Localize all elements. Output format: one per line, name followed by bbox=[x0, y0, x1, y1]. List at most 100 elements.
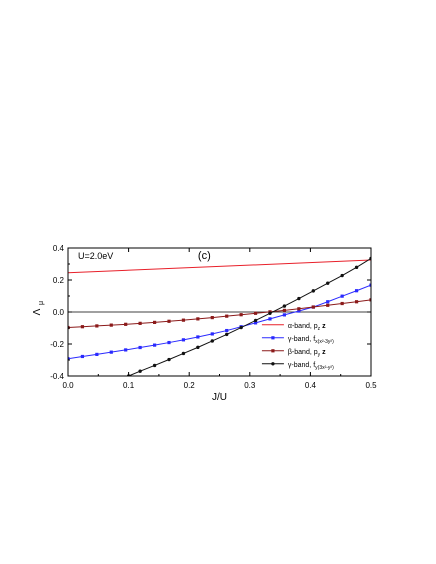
x-tick-label: 0.0 bbox=[62, 381, 74, 390]
legend-label: β-band, py z bbox=[288, 349, 326, 358]
y-tick-label: 0.2 bbox=[53, 276, 65, 285]
data-point bbox=[152, 363, 157, 368]
legend-swatch-marker bbox=[271, 349, 275, 353]
data-point bbox=[167, 319, 171, 323]
series-2 bbox=[68, 283, 371, 361]
legend-swatch-marker bbox=[271, 336, 275, 340]
legend-label: γ-band, fy(3x²-y²) bbox=[288, 362, 334, 371]
data-point bbox=[268, 311, 272, 315]
y-axis-label-subscript: μ bbox=[38, 301, 45, 305]
legend-label-text: α-band, p bbox=[288, 323, 318, 330]
data-point bbox=[225, 314, 229, 318]
legend-entry: β-band, py z bbox=[261, 349, 326, 358]
data-point bbox=[196, 335, 200, 339]
data-point bbox=[95, 324, 99, 328]
series-line bbox=[68, 299, 371, 329]
data-point bbox=[354, 289, 359, 293]
data-point bbox=[282, 313, 287, 317]
series-line bbox=[68, 284, 371, 360]
x-tick-label: 0.4 bbox=[305, 381, 317, 390]
data-point bbox=[268, 317, 272, 321]
data-point bbox=[297, 309, 301, 313]
data-point bbox=[138, 369, 142, 373]
series-4 bbox=[126, 256, 371, 376]
data-point bbox=[167, 340, 171, 345]
data-point bbox=[354, 300, 359, 304]
series-1 bbox=[68, 259, 371, 274]
data-point bbox=[181, 351, 186, 356]
data-point bbox=[225, 332, 229, 337]
data-point bbox=[225, 328, 229, 333]
x-tick-label: 0.2 bbox=[184, 381, 196, 390]
data-point bbox=[181, 318, 186, 322]
data-point bbox=[311, 305, 315, 309]
data-point bbox=[95, 352, 99, 356]
data-point bbox=[253, 311, 258, 315]
x-tick-label: 0.1 bbox=[123, 381, 135, 390]
data-point bbox=[297, 307, 301, 311]
y-tick-label: 0.0 bbox=[53, 308, 65, 317]
data-point bbox=[253, 318, 258, 323]
data-point bbox=[80, 354, 85, 359]
x-tick-label: 0.5 bbox=[365, 381, 377, 390]
legend-entry: γ-band, fy(3x²-y²) bbox=[261, 362, 334, 371]
data-point bbox=[196, 317, 200, 321]
legend-entry: γ-band, fx(x²-3y²) bbox=[261, 336, 334, 345]
legend-label-subscript: x(x²-3y²) bbox=[315, 339, 334, 345]
data-point bbox=[152, 343, 157, 347]
legend-label-subscript: y bbox=[318, 352, 321, 358]
data-point bbox=[210, 339, 214, 343]
data-point bbox=[282, 308, 287, 312]
legend-label-suffix: z bbox=[320, 323, 326, 330]
data-point bbox=[80, 325, 85, 329]
data-point bbox=[124, 322, 128, 326]
data-point bbox=[340, 301, 344, 306]
data-point bbox=[124, 348, 128, 352]
data-point bbox=[109, 350, 113, 354]
series-line bbox=[68, 259, 371, 274]
data-point bbox=[282, 304, 287, 308]
legend-label-subscript: y(3x²-y²) bbox=[315, 365, 334, 371]
x-tick-label: 0.3 bbox=[244, 381, 256, 390]
data-point bbox=[138, 345, 142, 350]
legend-entry: α-band, pz z bbox=[261, 323, 326, 332]
legend-label-text: γ-band, f bbox=[288, 336, 315, 343]
data-point bbox=[340, 273, 344, 278]
data-point bbox=[354, 265, 359, 270]
legend-label: α-band, pz z bbox=[288, 323, 326, 332]
data-point bbox=[369, 283, 371, 287]
series-line bbox=[128, 257, 371, 376]
panel-label: (c) bbox=[198, 250, 211, 262]
data-point bbox=[109, 323, 113, 327]
y-tick-label: -0.4 bbox=[50, 372, 64, 381]
data-point bbox=[181, 338, 186, 342]
data-point bbox=[326, 281, 330, 285]
data-point bbox=[311, 289, 316, 293]
data-point bbox=[340, 294, 344, 298]
y-axis-label-group: Λ μ bbox=[32, 301, 45, 315]
legend-label-text: β-band, p bbox=[288, 349, 318, 356]
data-point bbox=[253, 321, 258, 325]
data-point bbox=[239, 325, 243, 330]
parameter-annotation: U=2.0eV bbox=[78, 251, 113, 261]
data-point bbox=[68, 357, 70, 361]
series-layer bbox=[68, 256, 371, 376]
data-point bbox=[152, 320, 157, 324]
x-axis-label: J/U bbox=[212, 392, 227, 403]
legend-label-subscript: z bbox=[318, 326, 321, 332]
legend-label-text: γ-band, f bbox=[288, 362, 315, 369]
data-point bbox=[167, 357, 171, 362]
data-point bbox=[326, 300, 330, 304]
data-point bbox=[138, 321, 142, 325]
data-point bbox=[239, 313, 243, 317]
y-axis-label: Λ bbox=[32, 308, 43, 315]
y-tick-label: 0.4 bbox=[53, 244, 65, 253]
data-point bbox=[196, 345, 200, 350]
legend-label: γ-band, fx(x²-3y²) bbox=[288, 336, 334, 345]
legend-label-suffix: z bbox=[320, 349, 326, 356]
data-point bbox=[297, 296, 301, 301]
y-tick-label: -0.2 bbox=[50, 340, 64, 349]
data-point bbox=[326, 303, 330, 307]
axis-ticks: 0.0 0.1 0.2 0.3 0.4 0.5 -0.4 -0.2 0.0 0.2 0.4 bbox=[50, 244, 377, 390]
